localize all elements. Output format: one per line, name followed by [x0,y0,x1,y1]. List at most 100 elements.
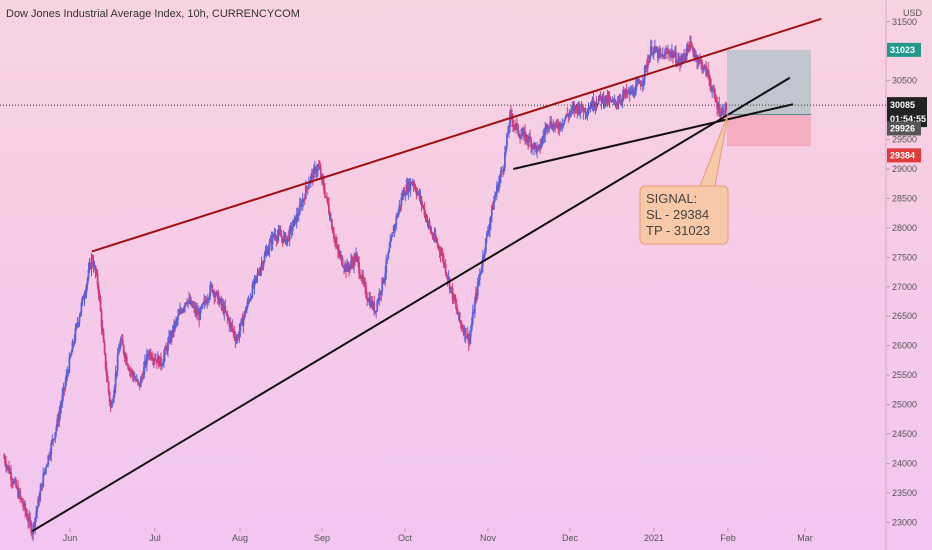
candle-body-451 [456,310,459,315]
candle-body-632 [638,80,641,84]
trendline-resistance [91,17,822,253]
candle-body-231 [235,340,238,342]
y-tick-label-15: 30500 [892,76,917,86]
candle-body-232 [236,336,239,341]
candle-body-200 [204,300,207,302]
candle-body-434 [439,251,442,255]
candle-body-547 [553,124,556,128]
candle-body-165 [169,336,171,343]
candle-body-646 [652,49,655,54]
candle-body-26 [29,517,32,523]
candle-body-335 [340,254,342,256]
candle-body-221 [225,311,228,313]
candle-body-524 [530,139,532,148]
candle-body-17 [20,496,23,499]
candle-body-110 [113,386,116,395]
candle-body-339 [344,264,346,269]
candle-body-609 [615,102,618,105]
candle-body-66 [69,355,72,358]
candle-body-483 [488,222,491,231]
candle-body-458 [463,328,466,335]
candle-body-149 [152,359,155,361]
candle-body-124 [127,366,130,371]
candle-body-242 [246,301,249,308]
candle-body-443 [448,277,451,289]
candle-body-206 [210,284,213,286]
candle-body-422 [427,221,430,223]
x-tick-label-2: Aug [232,533,248,543]
candle-body-651 [657,50,660,59]
candle-body-493 [499,176,501,182]
candle-body-29 [32,524,35,534]
candle-body-705 [712,88,715,90]
candle-body-601 [607,95,610,103]
candle-body-637 [643,66,646,79]
candle-body-480 [485,233,488,239]
candle-body-378 [383,279,386,283]
candle-body-223 [227,317,230,320]
candle-body-8 [11,479,13,482]
candle-body-161 [165,347,167,349]
candle-body-75 [78,316,81,324]
candle-body-299 [303,198,306,200]
candle-body-574 [580,104,583,111]
candle-body-541 [547,126,550,129]
candle-body-552 [558,128,561,130]
candle-body-162 [166,348,168,352]
candle-body-16 [19,491,21,497]
callout-line-2: TP - 31023 [646,223,710,238]
candle-body-712 [719,114,722,117]
candle-body-248 [252,284,255,287]
candle-body-591 [597,99,600,105]
candle-body-244 [248,300,251,302]
candle-body-222 [226,312,229,318]
candle-body-450 [455,304,458,311]
candle-body-672 [679,58,681,65]
candle-body-27 [30,522,33,534]
y-tick-label-0: 23000 [892,517,917,527]
position-zones [727,49,811,147]
candle-body-1 [4,457,6,463]
candle-body-132 [135,379,138,381]
candle-body-93 [96,273,99,285]
candle-body-600 [606,95,609,102]
candle-body-533 [539,144,542,149]
candle-body-0 [3,457,5,459]
candle-body-512 [518,133,520,137]
candle-body-245 [249,297,252,301]
stop-loss-badge-bg [887,148,921,163]
candle-body-429 [434,234,437,241]
candle-body-549 [555,121,558,125]
candle-body-648 [654,46,657,52]
candle-body-166 [170,332,172,343]
candle-body-267 [271,234,274,245]
candle-body-131 [134,379,137,381]
y-tick-label-12: 29000 [892,164,917,174]
candle-body-669 [676,63,678,65]
candle-body-262 [266,250,269,255]
candle-body-595 [601,95,604,103]
candle-body-393 [398,205,401,212]
candle-body-105 [108,391,111,402]
candle-body-56 [59,408,62,413]
candle-body-640 [646,61,649,69]
candle-body-108 [111,402,114,404]
candle-body-211 [215,291,218,296]
candle-body-6 [9,471,11,473]
candle-body-487 [492,200,495,210]
candle-body-708 [715,99,718,103]
candle-body-570 [576,106,579,113]
candle-body-199 [203,300,206,304]
candle-body-278 [282,235,285,243]
candle-body-192 [196,309,199,315]
candle-body-40 [43,472,46,474]
candle-body-185 [189,298,191,304]
candle-body-30 [33,524,36,528]
take-profit-zone [727,49,811,115]
candle-body-407 [412,182,415,186]
candle-body-606 [612,100,615,102]
candle-body-336 [341,255,343,265]
candle-body-2 [5,462,7,468]
candle-body-190 [194,306,197,313]
